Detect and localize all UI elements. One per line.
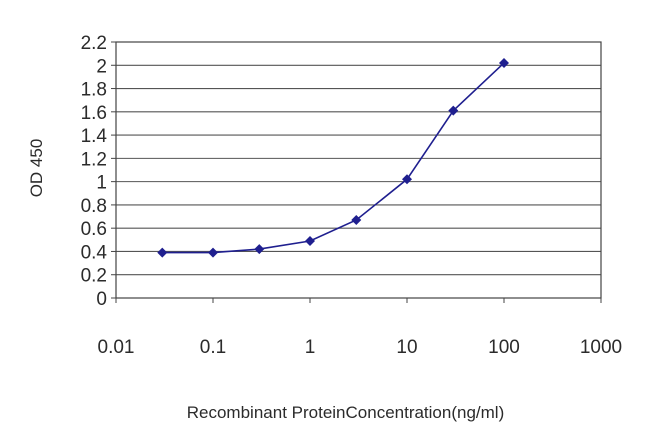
y-tick-label: 1.6 (81, 103, 107, 124)
y-axis-title: OD 450 (27, 139, 46, 198)
x-tick-label: 10 (396, 337, 417, 358)
y-tick-label: 1 (96, 173, 107, 194)
data-point (254, 244, 265, 255)
grid-lines (116, 41, 601, 299)
plot-area-frame (115, 41, 602, 299)
y-tick-label: 0.4 (81, 242, 108, 263)
data-point (499, 57, 509, 68)
x-tick-label: 0.01 (98, 337, 135, 358)
y-tick-label: 1.8 (81, 80, 107, 101)
series-layer (157, 57, 509, 258)
y-tick-label: 0.6 (81, 219, 107, 240)
data-point (448, 105, 459, 116)
y-tick-label: 2 (96, 56, 107, 77)
x-axis-ticks: 0.01 0.1 1 10 100 1000 (98, 298, 622, 358)
x-axis-title: Recombinant ProteinConcentration(ng/ml) (187, 403, 505, 422)
y-tick-label: 1.4 (81, 126, 108, 147)
y-tick-label: 0.8 (81, 196, 107, 217)
y-tick-label: 2.2 (81, 33, 107, 54)
data-point (351, 215, 362, 226)
y-tick-label: 0 (96, 289, 107, 310)
x-tick-label: 1 (305, 337, 316, 358)
y-tick-label: 0.2 (81, 266, 107, 287)
y-tick-label: 1.2 (81, 149, 107, 170)
data-point (157, 247, 168, 258)
y-axis-ticks: 00.2 0.40.60.81 1.21.41.61.8 22.2 (81, 33, 116, 310)
x-tick-label: 1000 (580, 337, 622, 358)
x-tick-label: 100 (488, 337, 520, 358)
series-line (162, 62, 505, 254)
data-point (305, 235, 315, 246)
data-point (208, 247, 218, 258)
x-tick-label: 0.1 (200, 337, 226, 358)
data-point (402, 174, 412, 185)
